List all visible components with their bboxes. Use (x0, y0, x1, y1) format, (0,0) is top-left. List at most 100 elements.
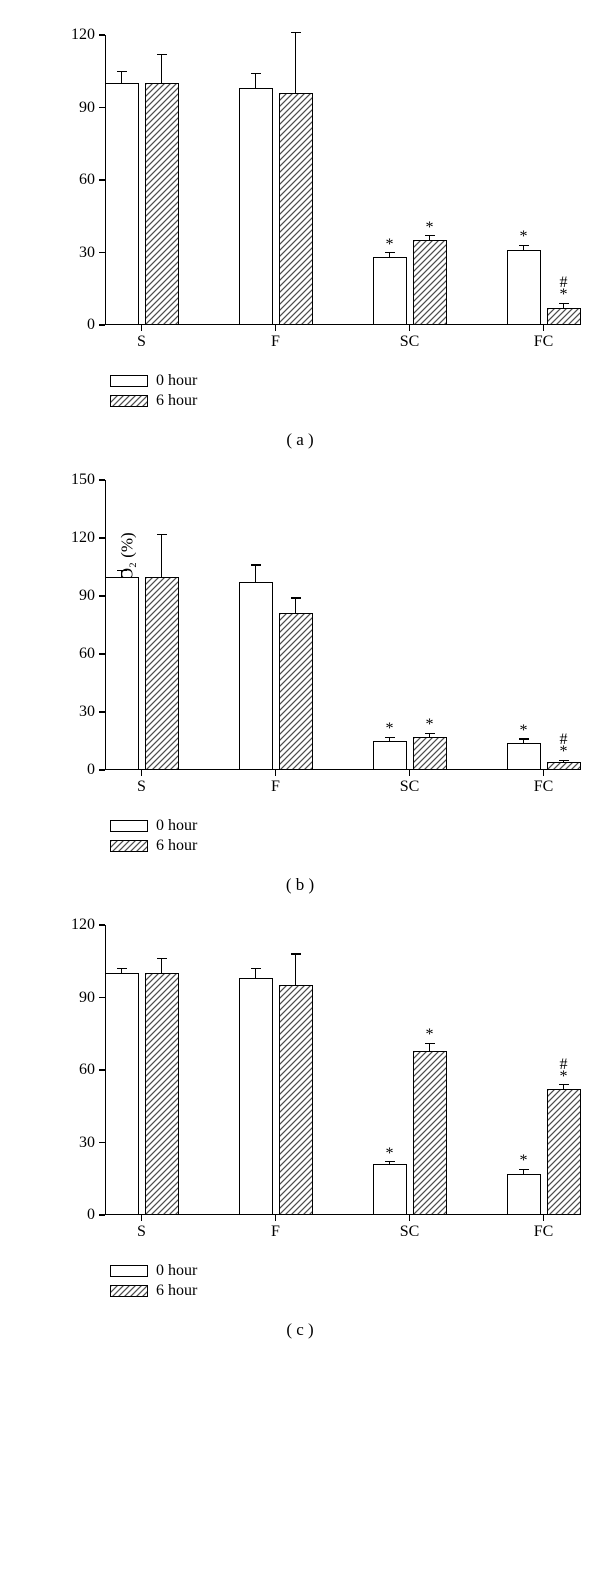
legend-swatch-hatched (110, 395, 148, 407)
y-tick-label: 0 (87, 761, 95, 779)
legend-label: 0 hour (156, 1262, 197, 1280)
sig-marker: * (520, 1153, 528, 1169)
y-tick-label: 120 (71, 916, 95, 934)
y-tick-label: 60 (79, 645, 95, 663)
x-tick (141, 1215, 143, 1221)
bar-0hour (507, 1174, 541, 1215)
bar-6hour (279, 985, 313, 1215)
x-tick-label: F (271, 778, 280, 796)
bar-0hour (373, 741, 407, 770)
chart-area: Remnant activity of O₂⁻• (%)0306090120SF… (20, 910, 580, 1250)
x-tick-label: SC (400, 778, 420, 796)
error-bar (121, 571, 122, 577)
bar-6hour (547, 1089, 581, 1215)
legend-row-0hour: 0 hour (110, 1262, 580, 1280)
bar-6hour (547, 308, 581, 325)
sig-marker: * (520, 723, 528, 739)
sig-marker: * (426, 717, 434, 733)
legend-label: 0 hour (156, 372, 197, 390)
chart-panel-c: Remnant activity of O₂⁻• (%)0306090120SF… (20, 910, 580, 1340)
panel-label: ( b ) (20, 875, 580, 895)
legend-row-6hour: 6 hour (110, 837, 580, 855)
bar-0hour (239, 582, 273, 770)
bar-6hour (413, 1051, 447, 1215)
error-cap (157, 534, 167, 535)
error-bar (389, 253, 390, 258)
error-bar (161, 54, 162, 83)
legend-swatch-open (110, 1265, 148, 1277)
error-bar (161, 534, 162, 577)
x-tick-label: S (137, 778, 146, 796)
plot-region: 0306090120SF**SC*#*FC (105, 925, 550, 1215)
x-tick-label: F (271, 333, 280, 351)
error-cap (291, 32, 301, 33)
x-tick-label: F (271, 1223, 280, 1241)
error-cap (117, 968, 127, 969)
bar-0hour (105, 83, 139, 325)
sig-marker: * (560, 287, 568, 303)
bar-0hour (105, 973, 139, 1215)
error-cap (117, 570, 127, 571)
error-cap (251, 968, 261, 969)
plot-region: 0306090120150SF**SC*#*FC (105, 480, 550, 770)
x-tick (409, 1215, 411, 1221)
x-tick-label: SC (400, 1223, 420, 1241)
y-tick-label: 90 (79, 989, 95, 1007)
bar-6hour (145, 577, 179, 770)
x-tick-label: FC (534, 1223, 554, 1241)
legend-row-6hour: 6 hour (110, 392, 580, 410)
bar-0hour (373, 1164, 407, 1215)
x-tick (275, 1215, 277, 1221)
error-bar (295, 33, 296, 93)
error-bar (295, 598, 296, 613)
legend-label: 6 hour (156, 837, 197, 855)
y-tick-label: 150 (71, 471, 95, 489)
y-tick-label: 0 (87, 316, 95, 334)
x-tick-label: S (137, 1223, 146, 1241)
bar-0hour (507, 743, 541, 770)
error-cap (291, 597, 301, 598)
sig-marker: * (386, 237, 394, 253)
sig-marker: * (386, 1146, 394, 1162)
error-bar (121, 969, 122, 974)
bar-6hour (413, 737, 447, 770)
error-cap (117, 71, 127, 72)
bar-0hour (239, 88, 273, 325)
legend: 0 hour6 hour (110, 817, 580, 855)
x-tick-label: FC (534, 778, 554, 796)
sig-marker: * (560, 1069, 568, 1085)
x-tick (275, 770, 277, 776)
bar-0hour (239, 978, 273, 1215)
panel-label: ( c ) (20, 1320, 580, 1340)
x-tick-label: FC (534, 333, 554, 351)
chart-panel-b: Remnant activity of H₂O₂ (%)030609012015… (20, 465, 580, 895)
y-tick-label: 60 (79, 171, 95, 189)
error-bar (563, 1085, 564, 1090)
plot-region: 0306090120SF**SC*#*FC (105, 35, 550, 325)
y-tick-label: 30 (79, 703, 95, 721)
legend-label: 6 hour (156, 392, 197, 410)
y-tick-label: 0 (87, 1206, 95, 1224)
bar-0hour (507, 250, 541, 325)
bar-0hour (373, 257, 407, 325)
x-tick (141, 770, 143, 776)
error-bar (255, 74, 256, 89)
y-tick-label: 90 (79, 99, 95, 117)
legend-swatch-hatched (110, 840, 148, 852)
legend-label: 6 hour (156, 1282, 197, 1300)
error-cap (157, 958, 167, 959)
bar-0hour (105, 577, 139, 770)
sig-marker: * (560, 744, 568, 760)
bar-6hour (279, 93, 313, 325)
legend-row-6hour: 6 hour (110, 1282, 580, 1300)
error-cap (157, 54, 167, 55)
error-bar (563, 303, 564, 308)
legend: 0 hour 6 hour (110, 1262, 580, 1300)
panel-label: ( a ) (20, 430, 580, 450)
y-tick-label: 30 (79, 1134, 95, 1152)
sig-marker: * (520, 229, 528, 245)
error-bar (429, 1043, 430, 1050)
x-tick (409, 325, 411, 331)
error-cap (251, 73, 261, 74)
error-bar (429, 236, 430, 241)
